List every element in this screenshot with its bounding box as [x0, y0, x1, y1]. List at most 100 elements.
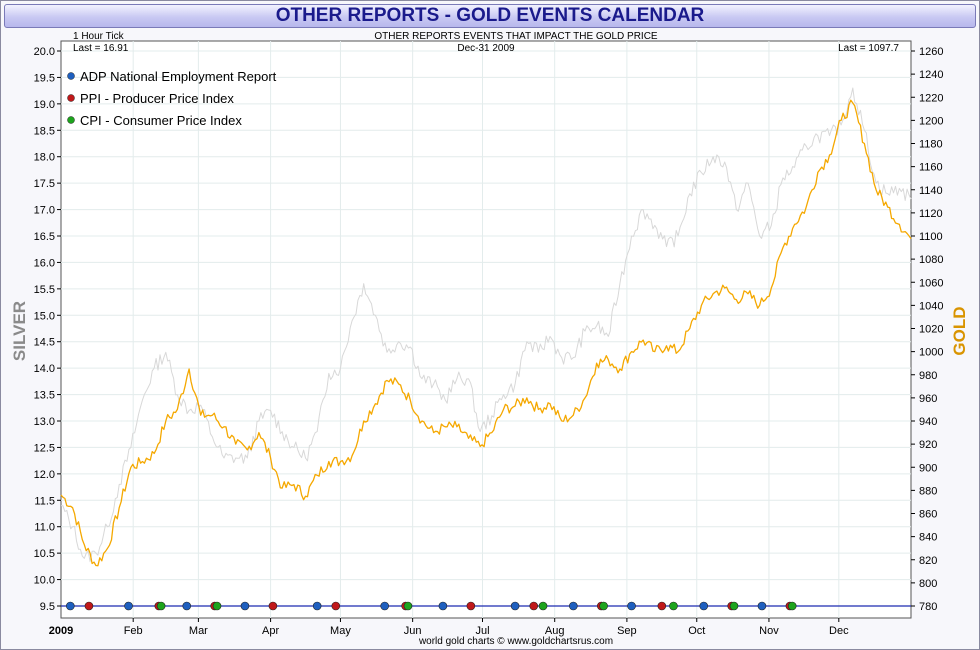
left-tick-label: 17.5 [34, 178, 55, 190]
left-tick-label: 20.0 [34, 46, 55, 58]
event-marker-ppi [657, 601, 667, 611]
left-tick-label: 12.0 [34, 469, 55, 481]
left-tick-label: 11.0 [34, 522, 55, 534]
x-tick-label: May [330, 625, 351, 637]
event-marker-cpi [538, 601, 548, 611]
x-tick-label: Oct [688, 625, 705, 637]
grid [61, 41, 911, 618]
x-tick-label: Aug [545, 625, 565, 637]
gold-axis-label: GOLD [950, 306, 969, 355]
right-tick-label: 1140 [919, 185, 943, 197]
date-label: Dec-31 2009 [457, 43, 515, 54]
right-tick-label: 1260 [919, 46, 943, 58]
right-tick-label: 820 [919, 555, 937, 567]
event-marker-cpi [156, 601, 166, 611]
right-tick-label: 800 [919, 578, 937, 590]
legend-label: CPI - Consumer Price Index [80, 113, 242, 128]
left-tick-label: 14.0 [34, 363, 55, 375]
x-tick-label: Apr [262, 625, 279, 637]
chart-title: OTHER REPORTS - GOLD EVENTS CALENDAR [4, 4, 976, 28]
right-tick-label: 900 [919, 462, 937, 474]
event-marker-ppi [84, 601, 94, 611]
left-tick-label: 18.0 [34, 152, 55, 164]
event-marker-adp [380, 601, 389, 611]
right-tick-label: 840 [919, 532, 937, 544]
event-marker-cpi [787, 601, 797, 611]
footer-credit: world gold charts © www.goldchartsrus.co… [418, 636, 613, 647]
event-marker-ppi [529, 601, 539, 611]
event-markers [66, 601, 797, 611]
right-tick-label: 940 [919, 416, 937, 428]
right-tick-label: 1080 [919, 254, 943, 266]
left-tick-label: 16.0 [34, 257, 55, 269]
event-marker-adp [510, 601, 520, 611]
x-tick-label: Nov [759, 625, 779, 637]
left-tick-label: 19.0 [34, 99, 55, 111]
right-tick-label: 1180 [919, 139, 943, 151]
event-marker-adp [240, 601, 250, 611]
legend-label: PPI - Producer Price Index [80, 91, 234, 106]
right-tick-label: 860 [919, 509, 937, 521]
legend-marker [67, 72, 75, 80]
right-tick-label: 880 [919, 485, 937, 497]
event-marker-adp [66, 601, 75, 611]
event-marker-adp [699, 601, 709, 611]
event-marker-cpi [403, 601, 413, 611]
event-marker-ppi [466, 601, 476, 611]
right-tick-label: 1040 [919, 300, 943, 312]
right-tick-label: 1000 [919, 347, 943, 359]
silver-axis-label: SILVER [10, 301, 29, 361]
right-tick-label: 1020 [919, 324, 943, 336]
left-tick-label: 11.5 [34, 495, 55, 507]
left-axis: 20.0 19.5 19.0 18.5 18.0 17.5 17.0 16.5 16.0 15.5… [34, 46, 61, 613]
left-tick-label: 13.0 [34, 416, 55, 428]
legend-label: ADP National Employment Report [80, 69, 277, 84]
tick-label: 1 Hour Tick [73, 31, 125, 42]
event-marker-ppi [331, 601, 341, 611]
legend-marker [67, 116, 75, 124]
left-tick-label: 15.5 [34, 284, 55, 296]
left-tick-label: 9.5 [40, 601, 55, 613]
event-marker-adp [182, 601, 192, 611]
left-tick-label: 18.5 [34, 125, 55, 137]
event-marker-ppi [268, 601, 278, 611]
event-marker-adp [627, 601, 636, 611]
gold-line-group [60, 99, 912, 567]
event-marker-cpi [599, 601, 608, 611]
x-tick-label: Sep [617, 625, 637, 637]
event-marker-cpi [729, 601, 739, 611]
left-tick-label: 15.0 [34, 310, 55, 322]
event-marker-adp [124, 601, 133, 611]
left-tick-label: 16.5 [34, 231, 55, 243]
left-tick-label: 10.0 [34, 575, 55, 587]
right-tick-label: 1220 [919, 92, 943, 104]
gold-series-line [60, 99, 912, 567]
right-axis: 1260 1240 1220 1200 1180 1160 1140 1120 1100 1080… [911, 46, 943, 613]
right-last-value: Last = 1097.7 [838, 43, 899, 54]
legend: ADP National Employment Report PPI - Prod… [67, 69, 277, 128]
right-tick-label: 1240 [919, 69, 943, 81]
x-axis: 2009 Feb Mar Apr May Jun Jul Aug Sep Oct Nov Dec [49, 618, 849, 637]
left-tick-label: 10.5 [34, 548, 55, 560]
right-tick-label: 1200 [919, 115, 943, 127]
x-tick-label: Jul [475, 625, 489, 637]
x-tick-year: 2009 [49, 625, 73, 637]
subtitle: OTHER REPORTS EVENTS THAT IMPACT THE GOL… [374, 31, 658, 42]
left-tick-label: 19.5 [34, 72, 55, 84]
right-tick-label: 1060 [919, 277, 943, 289]
event-marker-adp [438, 601, 448, 611]
x-tick-label: Jun [404, 625, 422, 637]
left-tick-label: 13.5 [34, 390, 55, 402]
right-tick-label: 1120 [919, 208, 943, 220]
event-marker-adp [569, 601, 578, 611]
right-tick-label: 1100 [919, 231, 943, 243]
event-marker-adp [757, 601, 767, 611]
right-tick-label: 920 [919, 439, 937, 451]
left-tick-label: 12.5 [34, 442, 55, 454]
x-tick-label: Mar [189, 625, 208, 637]
event-marker-adp [312, 601, 322, 611]
x-tick-label: Dec [829, 625, 849, 637]
right-tick-label: 960 [919, 393, 937, 405]
